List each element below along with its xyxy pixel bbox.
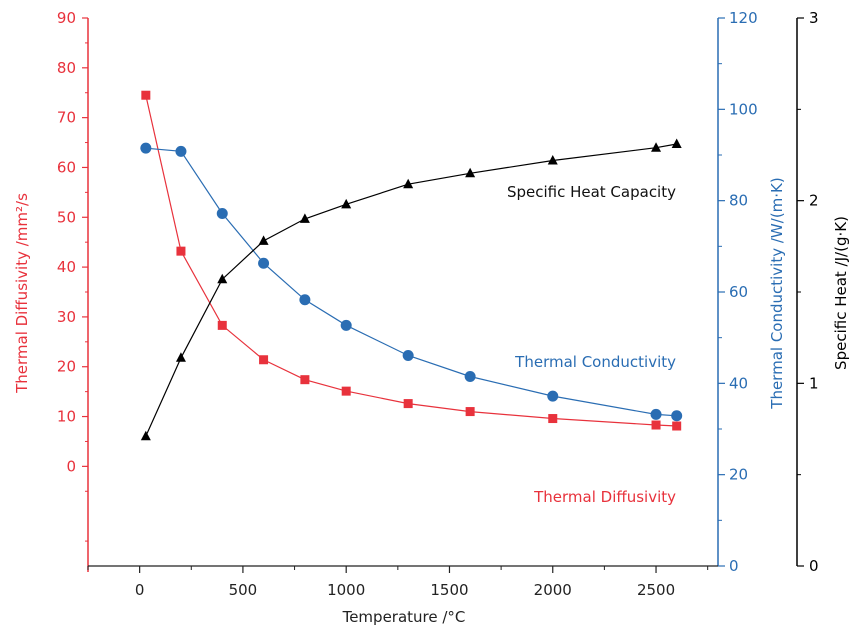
thermal-diffusivity-point xyxy=(300,375,310,385)
specific-heat-capacity-point xyxy=(403,178,414,189)
thermal-diffusivity-point xyxy=(259,355,269,365)
specific-heat-capacity-point xyxy=(217,273,228,284)
specific-heat-capacity-point xyxy=(140,430,151,441)
thermal-diffusivity-point xyxy=(651,420,661,430)
temperature-axis: 0 500 1000 1500 2000 2500 xyxy=(87,565,718,599)
thermal-diffusivity-point xyxy=(176,246,186,256)
thermal-diffusivity-line xyxy=(145,95,677,427)
conductivity-tick-label: 80 xyxy=(729,192,748,210)
thermal-diffusivity-point xyxy=(217,320,227,330)
thermal-diffusivity-point xyxy=(403,399,413,409)
specific-heat-capacity-point xyxy=(299,213,310,223)
x-axis-title: Temperature /°C xyxy=(342,608,466,626)
thermal-conductivity-point xyxy=(258,257,270,269)
temperature-tick-label: 1000 xyxy=(327,581,365,599)
conductivity-tick-label: 20 xyxy=(729,466,748,484)
diffusivity-tick-label: 40 xyxy=(57,258,76,276)
specific-heat-tick-label: 2 xyxy=(809,192,819,210)
conductivity-axis-title: Thermal Conductivity /W/(m·K) xyxy=(768,177,786,409)
diffusivity-tick-label: 60 xyxy=(57,158,76,176)
thermal-diffusivity-axis: 0 10 20 30 40 50 60 70 80 90 xyxy=(57,9,89,572)
temperature-tick-label: 2000 xyxy=(534,581,572,599)
thermal-diffusivity-label: Thermal Diffusivity xyxy=(533,488,676,506)
thermal-conductivity-point xyxy=(299,294,311,306)
thermal-conductivity-point xyxy=(671,410,683,422)
diffusivity-tick-label: 80 xyxy=(57,59,76,77)
thermal-conductivity-point xyxy=(175,145,187,157)
specific-heat-capacity-point xyxy=(671,138,682,149)
thermal-conductivity-point xyxy=(464,370,476,382)
conductivity-tick-label: 40 xyxy=(729,374,748,392)
diffusivity-tick-label: 20 xyxy=(57,358,76,376)
thermal-diffusivity-point xyxy=(465,407,475,417)
specific-heat-capacity-point xyxy=(341,198,352,209)
thermal-conductivity-point xyxy=(650,408,662,420)
specific-heat-tick-label: 3 xyxy=(809,9,819,27)
specific-heat-capacity-point xyxy=(465,167,476,178)
thermal-conductivity-point xyxy=(547,390,559,402)
diffusivity-tick-label: 70 xyxy=(57,109,76,127)
diffusivity-tick-label: 0 xyxy=(66,457,76,475)
specific-heat-capacity-point xyxy=(651,142,662,152)
specific-heat-tick-label: 1 xyxy=(809,374,819,392)
conductivity-tick-label: 100 xyxy=(729,100,758,118)
specific-heat-capacity-point xyxy=(175,352,186,362)
thermal-conductivity-point xyxy=(340,319,352,331)
specific-heat-axis: 0 1 2 3 xyxy=(796,9,819,575)
thermal-conductivity-point xyxy=(216,207,228,219)
diffusivity-tick-label: 90 xyxy=(57,9,76,27)
specific-heat-capacity-point xyxy=(547,154,558,165)
specific-heat-tick-label: 0 xyxy=(809,557,819,575)
temperature-tick-label: 0 xyxy=(135,581,145,599)
diffusivity-axis-title: Thermal Diffusivity /mm²/s xyxy=(13,193,31,394)
diffusivity-tick-label: 10 xyxy=(57,408,76,426)
thermal-conductivity-axis: 0 20 40 60 80 100 120 xyxy=(717,9,758,575)
conductivity-tick-label: 0 xyxy=(729,557,739,575)
thermal-conductivity-label: Thermal Conductivity xyxy=(514,353,676,371)
thermal-diffusivity-point xyxy=(672,421,682,431)
diffusivity-tick-label: 30 xyxy=(57,308,76,326)
thermal-diffusivity-point xyxy=(341,386,351,396)
thermal-conductivity-point xyxy=(402,349,414,361)
conductivity-tick-label: 120 xyxy=(729,9,758,27)
thermal-diffusivity-point xyxy=(141,90,151,100)
thermal-diffusivity-point xyxy=(548,414,558,424)
series-layer xyxy=(140,90,683,441)
specific-heat-capacity-label: Specific Heat Capacity xyxy=(507,183,676,201)
specific-heat-axis-title: Specific Heat /J/(g·K) xyxy=(832,216,850,370)
temperature-tick-label: 500 xyxy=(229,581,258,599)
specific-heat-capacity-point xyxy=(258,235,269,245)
diffusivity-tick-label: 50 xyxy=(57,208,76,226)
conductivity-tick-label: 60 xyxy=(729,283,748,301)
temperature-tick-label: 2500 xyxy=(637,581,675,599)
temperature-tick-label: 1500 xyxy=(430,581,468,599)
thermal-conductivity-point xyxy=(140,142,152,154)
